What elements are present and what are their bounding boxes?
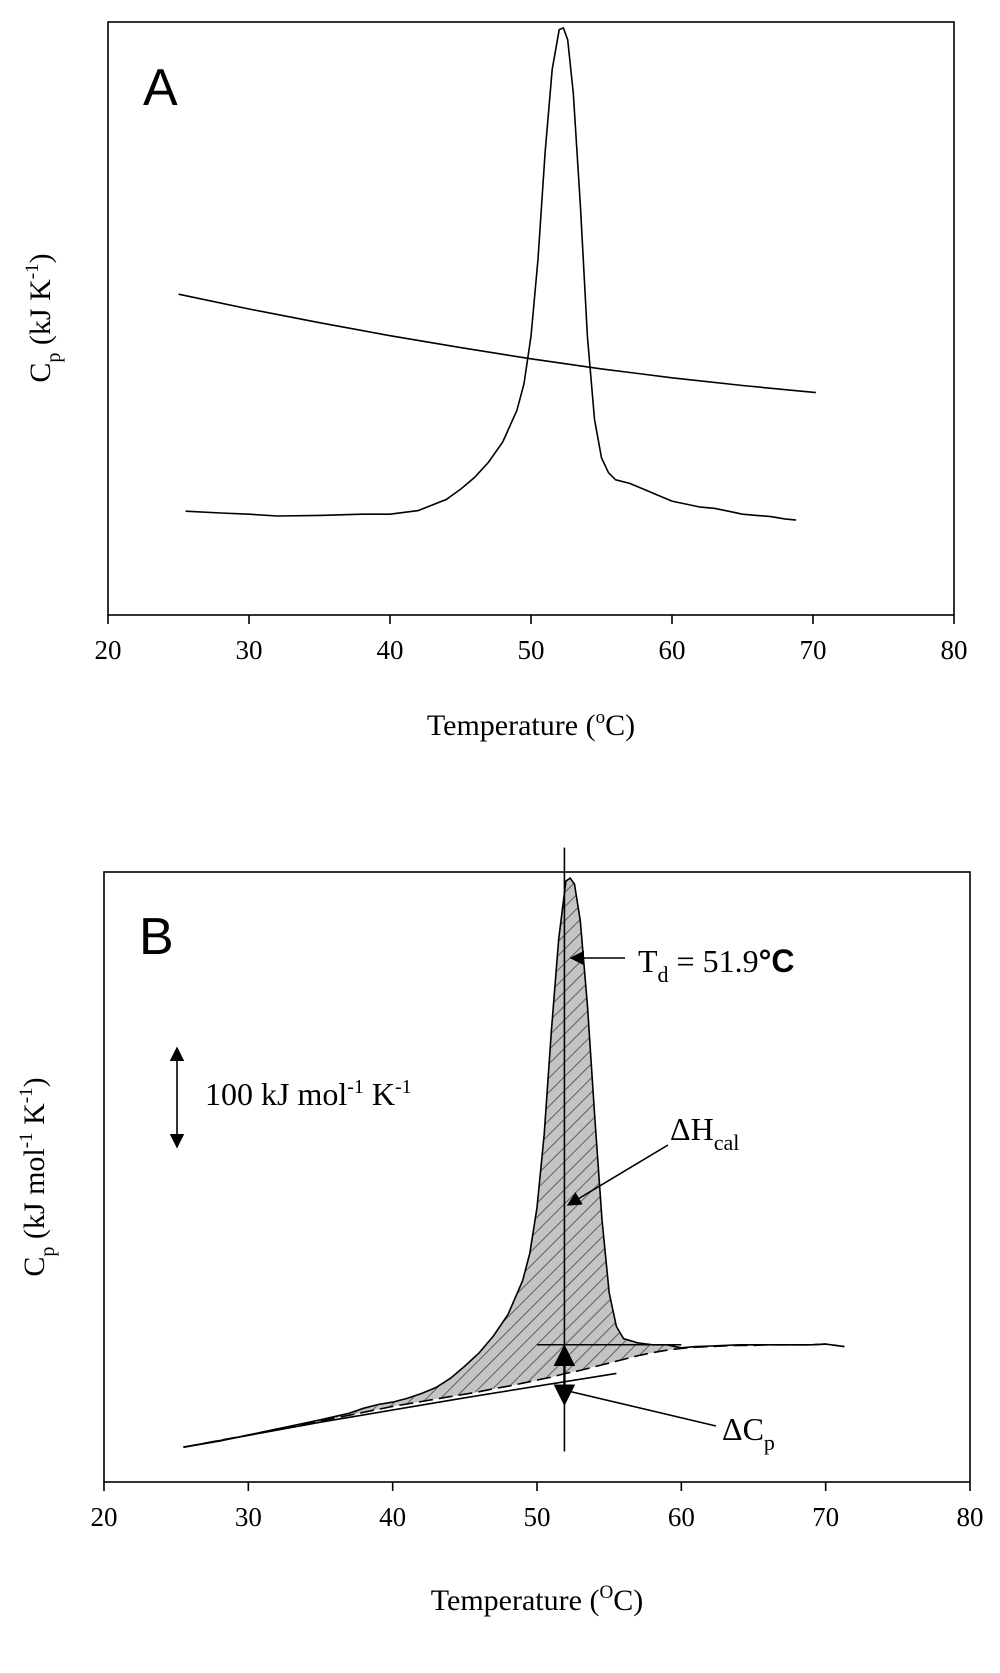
panel-b-enthalpy-area: [183, 878, 845, 1448]
panel-b-y-axis-title: Cp (kJ mol-1 K-1): [16, 1077, 59, 1276]
panel-a-letter: A: [143, 59, 178, 117]
panel-b-x-tick-label: 30: [235, 1502, 262, 1532]
panel-a-x-tick-label: 20: [95, 635, 122, 665]
panel-b-y-axis-title-sub: p: [37, 1247, 59, 1257]
panel-b-y-axis-title-sup2: -1: [16, 1087, 37, 1103]
panel-b-y-axis-title-symbol: C: [18, 1257, 51, 1277]
panel-b-x-axis-title-text: Temperature: [431, 1584, 582, 1617]
panel-b-td-label-unit: °C: [759, 943, 795, 979]
panel-b-delta-cp-sub: p: [764, 1430, 775, 1455]
panel-b-x-tick-label: 20: [91, 1502, 118, 1532]
panel-b-letter: B: [139, 908, 174, 966]
panel-b-x-tick-label: 80: [957, 1502, 984, 1532]
panel-b-delta-cp-leader: [567, 1390, 717, 1427]
panel-a-x-axis-title: Temperature (oC): [427, 707, 635, 742]
panel-a-y-axis-title-unit: (kJ K: [24, 279, 57, 345]
panel-b-series-line: [183, 1372, 617, 1448]
panel-a-series: [178, 26, 816, 521]
panel-b-delta-h-leader: [566, 1144, 669, 1206]
panel-a-y-axis-title-sup: -1: [22, 263, 43, 279]
panel-a-plot-frame: [107, 21, 955, 616]
panel-b-x-axis: 20 30 40 50 60 70 80: [91, 1482, 984, 1532]
panel-b-delta-cp-label: ΔCp: [722, 1411, 775, 1455]
panel-b-x-tick-label: 60: [668, 1502, 695, 1532]
panel-b-x-tick-label: 50: [524, 1502, 551, 1532]
panel-b-td-label: Td = 51.9°C: [638, 943, 795, 987]
panel-b-y-axis-title-unit: (kJ mol: [18, 1148, 51, 1239]
panel-b-scale-bar-sup2: -1: [395, 1076, 412, 1098]
panel-b-plot-frame: [103, 871, 971, 1483]
panel-b-series: [183, 876, 845, 1448]
panel-b-scale-bar-text: 100 kJ mol: [205, 1076, 347, 1112]
panel-b-y-axis-title-unit2: K: [18, 1103, 51, 1133]
panel-b-y-axis-title-sup1: -1: [16, 1132, 37, 1148]
panel-a-y-axis-title-close: ): [24, 253, 57, 263]
panel-b-series-line: [183, 1343, 845, 1448]
panel-b-delta-h-label: ΔHcal: [670, 1111, 739, 1155]
panel-a-series-line: [185, 26, 797, 521]
panel-a-x-tick-label: 60: [659, 635, 686, 665]
panel-b-td-label-symbol: T: [638, 943, 658, 979]
panel-b-scale-bar-sup1: -1: [347, 1076, 364, 1098]
panel-b-delta-h-sub: cal: [714, 1130, 740, 1155]
panel-b-delta-cp-symbol: ΔC: [722, 1411, 764, 1447]
panel-b-x-axis-title-degree: O: [599, 1582, 613, 1603]
panel-b-chart: B 20 30 40 50 60 70 80 Td = 51.9°C 100 kJ mol-…: [16, 847, 984, 1617]
panel-b-y-axis-title-close: ): [18, 1077, 51, 1087]
panel-a-x-tick-label: 70: [800, 635, 827, 665]
panel-b-delta-h-symbol: ΔH: [670, 1111, 714, 1147]
panel-b-scale-bar-label: 100 kJ mol-1 K-1: [205, 1076, 412, 1112]
panel-a-x-tick-label: 30: [236, 635, 263, 665]
panel-b-td-label-text: = 51.9: [669, 943, 759, 979]
panel-b-x-tick-label: 70: [812, 1502, 839, 1532]
panel-a-x-tick-label: 40: [377, 635, 404, 665]
panel-a-x-tick-label: 80: [941, 635, 968, 665]
panel-a-series-line: [178, 293, 816, 394]
panel-a-x-axis: 20 30 40 50 60 70 80: [95, 615, 968, 665]
panel-b-x-tick-label: 40: [379, 1502, 406, 1532]
panel-a-x-axis-title-degree: o: [596, 707, 606, 728]
panel-b-td-label-sub: d: [658, 962, 669, 987]
panel-b-scale-bar-mid: K: [364, 1076, 395, 1112]
panel-a-x-axis-title-text: Temperature: [427, 709, 578, 742]
panel-a-x-tick-label: 50: [518, 635, 545, 665]
panel-a-y-axis-title: Cp (kJ K-1): [22, 253, 65, 382]
panel-a-chart: A 20 30 40 50 60 70 80 Temperature (oC) Cp (kJ…: [22, 21, 968, 742]
panel-a-x-axis-title-unit: C: [605, 709, 625, 742]
panel-b-x-axis-title: Temperature (OC): [431, 1582, 643, 1617]
panel-a-y-axis-title-sub: p: [43, 353, 65, 363]
panel-b-x-axis-title-unit: C: [613, 1584, 633, 1617]
panel-a-y-axis-title-symbol: C: [24, 363, 57, 383]
